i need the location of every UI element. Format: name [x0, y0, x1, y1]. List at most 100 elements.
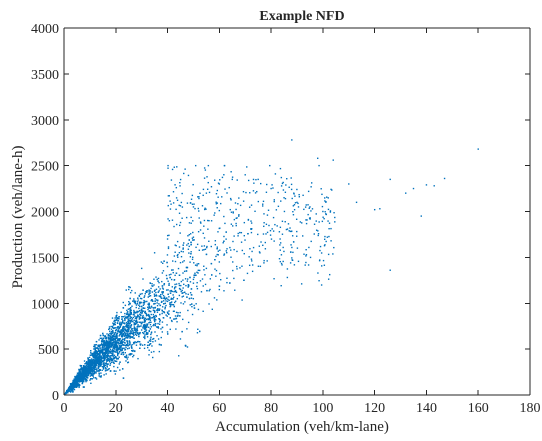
data-point — [140, 325, 142, 327]
data-point — [101, 355, 103, 357]
data-point — [117, 317, 120, 320]
data-point — [144, 326, 147, 328]
data-point — [110, 358, 113, 360]
data-point — [121, 316, 123, 318]
data-point — [289, 230, 292, 233]
data-point — [226, 277, 228, 279]
data-point — [133, 299, 135, 302]
data-point — [127, 342, 129, 344]
data-point — [98, 339, 100, 341]
x-tick-label: 100 — [312, 401, 333, 416]
data-point — [72, 388, 74, 390]
data-point — [214, 258, 216, 261]
data-point — [126, 316, 128, 319]
data-point — [218, 285, 221, 287]
data-point — [263, 213, 265, 215]
data-point — [94, 357, 96, 359]
data-point — [107, 354, 110, 357]
data-point — [73, 384, 76, 386]
data-point — [330, 227, 332, 230]
data-point — [148, 354, 150, 356]
data-point — [234, 202, 237, 204]
data-point — [69, 391, 72, 393]
data-point — [313, 223, 316, 225]
data-point — [111, 326, 114, 329]
data-point — [226, 251, 228, 254]
data-point — [73, 382, 76, 384]
data-point — [255, 178, 257, 181]
data-point — [140, 308, 143, 310]
data-point — [262, 200, 265, 203]
data-point — [265, 233, 267, 235]
data-point — [292, 241, 295, 243]
data-point — [140, 329, 143, 331]
data-point — [112, 350, 114, 352]
data-point — [149, 307, 151, 309]
data-point — [82, 371, 84, 374]
data-point — [118, 351, 121, 353]
data-point — [137, 311, 139, 313]
data-point — [170, 203, 172, 205]
data-point — [94, 345, 96, 348]
data-point — [102, 368, 105, 370]
data-point — [272, 187, 274, 189]
data-point — [251, 270, 254, 273]
data-point — [244, 174, 246, 176]
data-point — [123, 335, 126, 337]
data-point — [114, 317, 116, 319]
data-point — [126, 309, 128, 312]
data-point — [290, 230, 293, 233]
data-point — [73, 379, 76, 382]
data-point — [320, 188, 322, 190]
data-point — [111, 325, 114, 328]
data-point — [128, 335, 130, 338]
data-point — [136, 326, 139, 328]
data-point — [191, 194, 194, 197]
data-point — [141, 316, 144, 318]
data-point — [214, 179, 216, 181]
data-point — [179, 181, 181, 184]
data-point — [93, 359, 95, 361]
data-point — [305, 253, 308, 256]
data-point — [272, 216, 275, 219]
data-point — [175, 286, 177, 288]
data-point — [129, 308, 131, 310]
data-point — [201, 205, 204, 207]
data-point — [141, 292, 143, 295]
data-point — [126, 322, 129, 325]
data-point — [103, 354, 106, 357]
data-point — [175, 311, 178, 314]
data-point — [260, 241, 262, 243]
data-point — [126, 344, 128, 347]
data-point — [129, 337, 131, 339]
data-point — [101, 360, 103, 363]
data-point — [91, 352, 93, 355]
data-point — [136, 340, 139, 343]
data-point — [107, 343, 109, 345]
data-point — [139, 293, 142, 295]
data-point — [78, 376, 81, 379]
data-point — [201, 278, 204, 280]
data-point — [173, 288, 176, 290]
data-point — [226, 248, 228, 250]
data-point — [86, 362, 88, 365]
data-point — [161, 326, 164, 329]
data-point — [160, 328, 162, 330]
data-point — [232, 240, 234, 243]
data-point — [120, 323, 123, 325]
data-point — [158, 281, 160, 284]
data-point — [149, 321, 151, 323]
data-point — [147, 303, 149, 306]
data-point — [133, 354, 135, 357]
data-point — [108, 327, 111, 330]
data-point — [192, 236, 195, 238]
data-point — [180, 280, 183, 283]
data-point — [305, 219, 307, 221]
data-point — [124, 312, 126, 315]
data-point — [111, 342, 114, 344]
data-point — [77, 383, 79, 385]
data-point — [96, 355, 98, 357]
data-point — [68, 385, 71, 388]
data-point — [119, 334, 121, 336]
y-tick-label: 3500 — [31, 68, 59, 83]
